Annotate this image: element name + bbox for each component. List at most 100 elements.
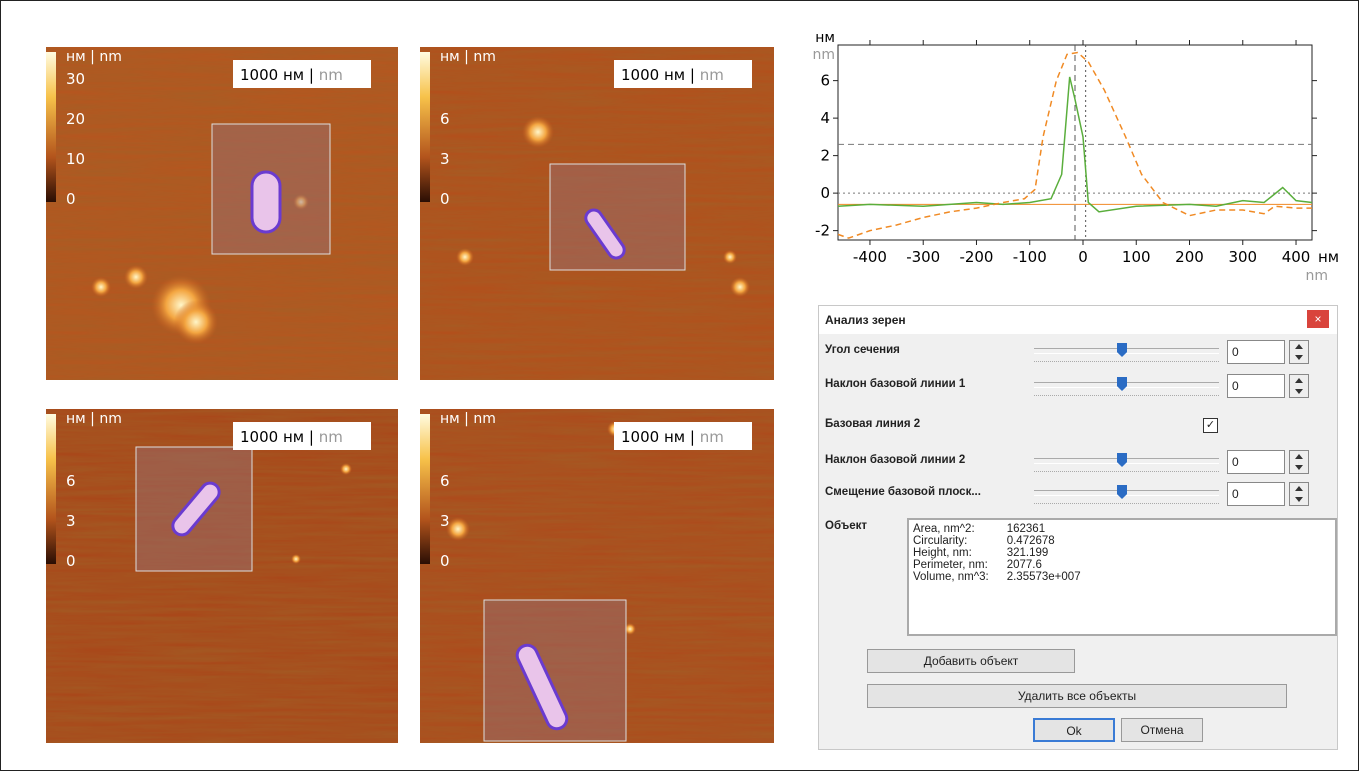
x-tick-label: 100	[1122, 248, 1151, 266]
slider-thumb[interactable]	[1117, 453, 1127, 467]
colorbar-tick-label: 6	[440, 110, 450, 128]
scale-value: 1000 нм	[240, 66, 304, 84]
delete-all-button[interactable]: Удалить все объекты	[867, 684, 1287, 708]
particle	[124, 265, 148, 289]
add-button[interactable]: Добавить объект	[867, 649, 1075, 673]
cancel-button[interactable]: Отмена	[1121, 718, 1203, 742]
slider-dots	[1034, 361, 1219, 364]
scale-unit-en: nm	[700, 428, 724, 446]
scale-unit-en: nm	[700, 66, 724, 84]
property-name: Volume, nm^3:	[913, 571, 1007, 583]
property-name: Circularity:	[913, 535, 1007, 547]
particle	[456, 248, 474, 266]
spin-buttons[interactable]	[1289, 340, 1309, 364]
colorbar-tick-label: 3	[66, 512, 76, 530]
scale-separator: |	[309, 66, 314, 84]
scale-bar-label: 1000 нм | nm	[621, 428, 724, 446]
colorbar-tick-label: 6	[66, 472, 76, 490]
x-tick-label: 0	[1078, 248, 1088, 266]
close-button[interactable]: ×	[1307, 310, 1329, 328]
scale-value: 1000 нм	[621, 428, 685, 446]
colorbar-tick-label: 0	[66, 190, 76, 208]
x-tick-label: 300	[1228, 248, 1257, 266]
property-value: 0.472678	[1007, 535, 1099, 547]
property-row: Volume, nm^3:2.35573e+007	[913, 571, 1099, 583]
x-tick-label: -400	[853, 248, 887, 266]
particle	[723, 250, 737, 264]
scale-bar-label: 1000 нм | nm	[621, 66, 724, 84]
colorbar-tick-label: 10	[66, 150, 85, 168]
slider-label: Наклон базовой линии 1	[825, 378, 965, 390]
colorbar-tick-label: 0	[440, 190, 450, 208]
spin-value[interactable]: 0	[1227, 482, 1285, 506]
spin-value[interactable]: 0	[1227, 374, 1285, 398]
y-tick-label: 6	[820, 72, 830, 90]
slider-label: Угол сечения	[825, 344, 900, 356]
y-tick-label: 2	[820, 147, 830, 165]
x-tick-label: 200	[1175, 248, 1204, 266]
property-row: Perimeter, nm:2077.6	[913, 559, 1099, 571]
property-row: Circularity:0.472678	[913, 535, 1099, 547]
slider-dots	[1034, 395, 1219, 398]
page: {"afm_panels":[ {"unit":"нм | nm","color…	[0, 0, 1359, 771]
spin-value[interactable]: 0	[1227, 450, 1285, 474]
colorbar-unit: нм | nm	[66, 411, 122, 427]
slider-dots	[1034, 503, 1219, 506]
dialog: Анализ зерен × Базовая линия 2 ✓ Объект …	[818, 305, 1338, 750]
dialog-title: Анализ зерен	[825, 313, 906, 327]
particle	[446, 517, 470, 541]
x-tick-label: -300	[906, 248, 940, 266]
particle	[291, 554, 301, 564]
slider-thumb[interactable]	[1117, 377, 1127, 391]
x-axis-label: нм	[1318, 248, 1339, 266]
property-name: Perimeter, nm:	[913, 559, 1007, 571]
colorbar	[420, 52, 430, 202]
colorbar	[420, 414, 430, 564]
x-axis-label-en: nm	[1305, 268, 1328, 284]
y-axis-label: нм	[815, 30, 835, 46]
spin-buttons[interactable]	[1289, 374, 1309, 398]
colorbar-tick-label: 20	[66, 110, 85, 128]
scale-bar-label: 1000 нм | nm	[240, 66, 343, 84]
scale-separator: |	[690, 428, 695, 446]
slider-label: Наклон базовой линии 2	[825, 454, 965, 466]
colorbar-tick-label: 0	[66, 552, 76, 570]
y-tick-label: 4	[820, 109, 830, 127]
x-tick-label: 400	[1282, 248, 1311, 266]
property-name: Area, nm^2:	[913, 523, 1007, 535]
y-axis-label-en: nm	[812, 47, 835, 63]
particle	[174, 300, 218, 344]
y-tick-label: -2	[815, 222, 830, 240]
afm-image: нм | nm 6 3 0 1000 нм | nm	[46, 409, 398, 743]
colorbar-tick-label: 30	[66, 70, 85, 88]
colorbar-tick-label: 6	[440, 472, 450, 490]
property-row: Height, nm:321.199	[913, 547, 1099, 559]
spin-buttons[interactable]	[1289, 450, 1309, 474]
scale-bar-label: 1000 нм | nm	[240, 428, 343, 446]
scale-value: 1000 нм	[621, 66, 685, 84]
property-value: 2.35573e+007	[1007, 571, 1099, 583]
property-value: 321.199	[1007, 547, 1099, 559]
spin-buttons[interactable]	[1289, 482, 1309, 506]
object-rod	[252, 172, 280, 232]
colorbar-unit: нм | nm	[66, 49, 122, 65]
y-tick-label: 0	[820, 184, 830, 202]
scale-unit-en: nm	[319, 66, 343, 84]
afm-image: нм | nm 30 20 10 0 1000 нм | nm	[46, 47, 398, 380]
checkbox[interactable]: ✓	[1203, 418, 1218, 433]
scale-unit-en: nm	[319, 428, 343, 446]
property-name: Height, nm:	[913, 547, 1007, 559]
slider-thumb[interactable]	[1117, 485, 1127, 499]
property-value: 162361	[1007, 523, 1099, 535]
ok-button[interactable]: Ok	[1033, 718, 1115, 742]
colorbar	[46, 52, 56, 202]
scale-separator: |	[690, 66, 695, 84]
slider-label: Смещение базовой плоск...	[825, 486, 981, 498]
property-value: 2077.6	[1007, 559, 1099, 571]
spin-value[interactable]: 0	[1227, 340, 1285, 364]
colorbar-unit: нм | nm	[440, 49, 496, 65]
slider-thumb[interactable]	[1117, 343, 1127, 357]
